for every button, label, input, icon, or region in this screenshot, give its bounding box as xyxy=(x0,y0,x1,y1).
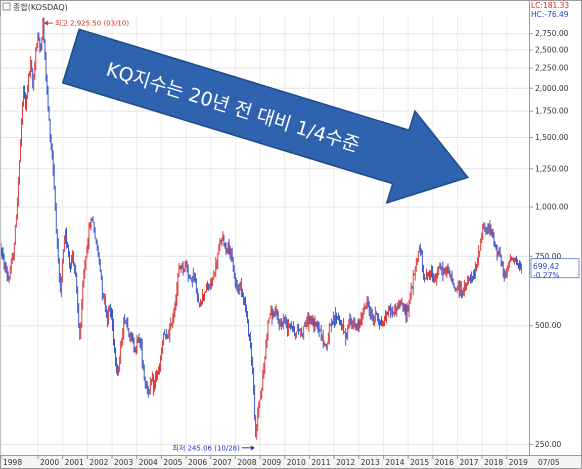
low-marker: 최저 245.06 (10/28) xyxy=(172,443,255,452)
x-tick-label: 2004 xyxy=(139,458,158,467)
x-tick-label: 2017 xyxy=(459,458,478,467)
x-future-label: 07/05 xyxy=(538,458,560,467)
x-tick-label: 2000 xyxy=(40,458,59,467)
x-tick-label: 1998 xyxy=(3,458,22,467)
y-tick-label: 1,000.00 xyxy=(535,202,569,211)
chart-icon xyxy=(2,2,11,11)
x-tick-label: 2001 xyxy=(65,458,84,467)
high-marker: 최고 2,925.50 (03/10) xyxy=(43,19,129,28)
lc-readout: LC:181.33 xyxy=(531,1,569,10)
y-tick-label: 2,750.00 xyxy=(535,29,569,38)
candle-series xyxy=(1,17,523,440)
x-tick-label: 2013 xyxy=(361,458,380,467)
y-tick-label: 2,000.00 xyxy=(535,84,569,93)
x-tick-label: 2008 xyxy=(237,458,256,467)
x-tick-label: 2005 xyxy=(163,458,182,467)
x-tick-label: 2010 xyxy=(287,458,306,467)
arrow-shape xyxy=(61,28,470,204)
low-label: 최저 245.06 (10/28) xyxy=(172,443,240,452)
x-tick-label: 2003 xyxy=(114,458,133,467)
x-tick-label: 2019 xyxy=(509,458,528,467)
left-arrow-icon xyxy=(43,20,48,26)
x-tick-label: 2009 xyxy=(262,458,281,467)
x-axis-labels: 1998 2000 2001 2002 2003 2004 2005 2006 2007 2008… xyxy=(0,455,560,467)
y-axis-area xyxy=(529,0,582,456)
x-tick-label: 2007 xyxy=(213,458,232,467)
y-tick-label: 1,750.00 xyxy=(535,107,569,116)
x-tick-label: 2018 xyxy=(484,458,503,467)
y-tick-label: 250.00 xyxy=(535,440,561,449)
y-tick-label: 1,500.00 xyxy=(535,133,569,142)
y-tick-label: 2,500.00 xyxy=(535,46,569,55)
last-price-box xyxy=(530,258,580,279)
x-tick-label: 2015 xyxy=(410,458,429,467)
last-price-value: 699.42 xyxy=(533,262,559,271)
last-price-badge: 699.42 -0.27% xyxy=(530,258,580,280)
right-arrow-icon xyxy=(250,445,255,451)
y-tick-label: 1,250.00 xyxy=(535,164,569,173)
hc-readout: HC:-76.49 xyxy=(531,10,569,19)
x-tick-label: 2012 xyxy=(336,458,355,467)
y-tick-label: 750.00 xyxy=(535,252,561,261)
y-tick-label: 500.00 xyxy=(535,321,561,330)
y-tick-label: 2,250.00 xyxy=(535,64,569,73)
x-tick-label: 2002 xyxy=(89,458,108,467)
x-tick-label: 2011 xyxy=(311,458,330,467)
x-tick-label: 2016 xyxy=(435,458,454,467)
y-axis-labels: 2,750.00 2,500.00 2,250.00 2,000.00 1,750.00… xyxy=(529,29,569,449)
x-tick-label: 2006 xyxy=(188,458,207,467)
chart-title: 종합(KOSDAQ) xyxy=(13,3,68,12)
x-tick-label: 2014 xyxy=(385,458,404,467)
last-price-change: -0.27% xyxy=(533,271,560,280)
high-label: 최고 2,925.50 (03/10) xyxy=(55,19,129,28)
